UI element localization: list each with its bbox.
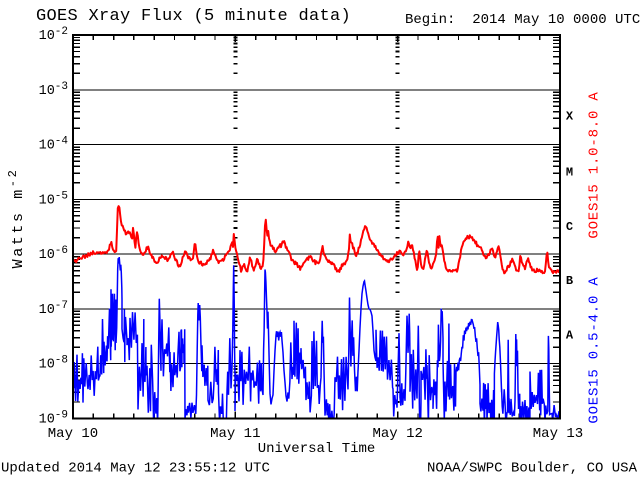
svg-text:May 13: May 13 (533, 426, 583, 442)
svg-text:May 11: May 11 (210, 426, 260, 442)
svg-text:May 12: May 12 (372, 426, 422, 442)
svg-text:GOES15 1.0-8.0 A: GOES15 1.0-8.0 A (587, 91, 603, 238)
svg-text:X: X (566, 110, 574, 124)
svg-text:Universal Time: Universal Time (258, 441, 376, 457)
svg-text:Updated 2014 May 12 23:55:12 U: Updated 2014 May 12 23:55:12 UTC (1, 461, 270, 477)
svg-text:NOAA/SWPC Boulder, CO USA: NOAA/SWPC Boulder, CO USA (427, 461, 638, 477)
svg-text:Begin: 2014 May 10 0000 UTC: Begin: 2014 May 10 0000 UTC (405, 12, 640, 28)
svg-text:B: B (566, 274, 573, 288)
svg-text:A: A (566, 329, 574, 343)
svg-text:Watts m-2: Watts m-2 (6, 168, 27, 269)
svg-text:GOES Xray Flux (5 minute data): GOES Xray Flux (5 minute data) (36, 7, 351, 26)
svg-text:M: M (566, 166, 573, 180)
svg-text:C: C (566, 220, 573, 234)
svg-text:May 10: May 10 (48, 426, 98, 442)
svg-text:GOES15 0.5-4.0 A: GOES15 0.5-4.0 A (587, 276, 603, 423)
